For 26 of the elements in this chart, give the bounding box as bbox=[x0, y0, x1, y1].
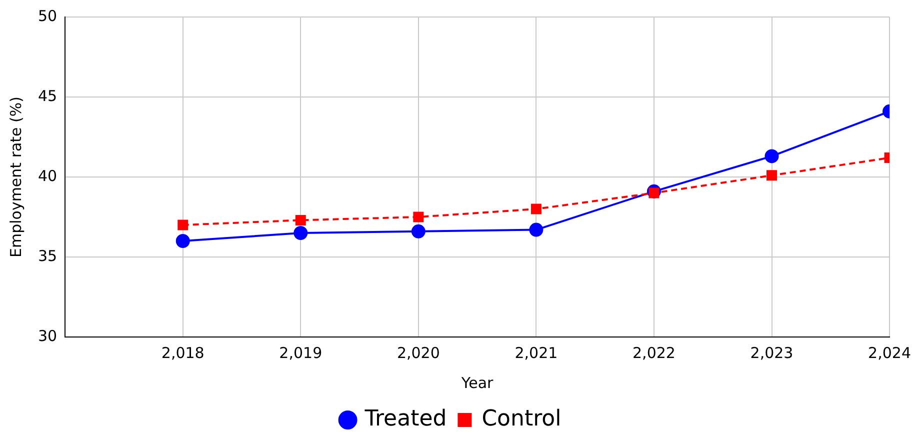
x-tick-label: 2,018 bbox=[161, 344, 204, 362]
x-tick-label: 2,019 bbox=[279, 344, 322, 362]
point bbox=[178, 220, 188, 230]
point bbox=[176, 234, 190, 248]
point bbox=[294, 226, 308, 240]
y-tick-label: 30 bbox=[38, 326, 58, 345]
point bbox=[411, 224, 426, 238]
x-tick-label: 2,021 bbox=[514, 344, 558, 362]
x-tick-label: 2,023 bbox=[750, 344, 794, 362]
y-tick-label: 45 bbox=[38, 86, 58, 105]
x-tick-label: 2,022 bbox=[632, 344, 676, 362]
point bbox=[764, 149, 779, 164]
x-tick-label: 2,024 bbox=[868, 344, 912, 362]
x-tick-label: 2,020 bbox=[396, 344, 440, 362]
point bbox=[295, 214, 306, 226]
y-tick-label: 35 bbox=[38, 246, 58, 265]
legend-label: Treated bbox=[364, 406, 447, 432]
point bbox=[766, 170, 777, 181]
legend-label: Control bbox=[482, 406, 562, 432]
point bbox=[530, 204, 542, 214]
y-tick-label: 40 bbox=[38, 166, 58, 185]
point bbox=[413, 212, 424, 222]
x-axis-title: Year bbox=[460, 374, 494, 392]
point bbox=[529, 222, 544, 237]
y-axis-title: Employment rate (%) bbox=[6, 96, 25, 258]
y-tick-label: 50 bbox=[38, 6, 58, 25]
